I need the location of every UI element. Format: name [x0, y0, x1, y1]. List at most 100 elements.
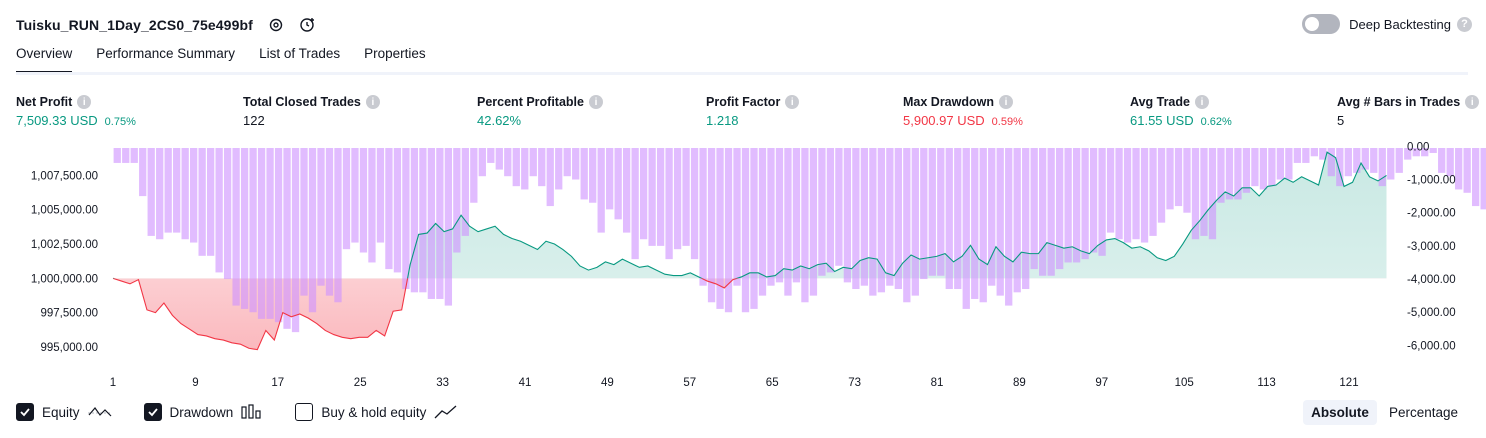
drawdown-bar [206, 148, 215, 256]
drawdown-checkbox[interactable] [143, 403, 162, 421]
equity-checkbox[interactable] [16, 403, 34, 421]
equity-area-positive [407, 152, 1387, 279]
drawdown-bar [631, 148, 639, 260]
drawdown-bar [130, 148, 138, 163]
drawdown-bar [1344, 148, 1352, 177]
drawdown-bar [877, 148, 886, 293]
stat-label: Total Closed Trades [243, 95, 361, 109]
drawdown-bar [597, 148, 605, 233]
legend-drawdown[interactable]: Drawdown [143, 403, 264, 421]
drawdown-bar [1395, 148, 1403, 173]
drawdown-bar [1081, 148, 1089, 260]
drawdown-bar [962, 148, 970, 309]
drawdown-bar [937, 148, 945, 276]
add-alert-clock-icon[interactable] [299, 16, 317, 34]
info-icon[interactable]: i [77, 95, 92, 109]
stat-value: 5 [1337, 113, 1345, 128]
drawdown-bar [444, 148, 453, 306]
drawdown-bar [223, 148, 232, 280]
info-icon[interactable]: i [999, 95, 1013, 109]
info-icon[interactable]: i [588, 95, 603, 109]
drawdown-bar [580, 148, 588, 200]
drawdown-bar [1089, 148, 1098, 253]
right-axis-tick-label: 0.00 [1407, 141, 1429, 153]
drawdown-bar [589, 148, 597, 203]
drawdown-bar [835, 148, 843, 266]
equity-line-icon [87, 404, 112, 420]
info-icon[interactable]: i [1465, 95, 1480, 109]
drawdown-bar [190, 148, 198, 243]
stat-value: 42.62% [477, 113, 522, 128]
drawdown-bar [809, 148, 818, 296]
right-axis-tick-label: -5,000.00 [1407, 307, 1456, 319]
stat-label: Net Profit [16, 95, 73, 109]
drawdown-bar [521, 148, 529, 190]
drawdown-bar [487, 148, 495, 163]
drawdown-bar [920, 148, 928, 280]
x-axis-tick-label: 49 [601, 377, 614, 389]
drawdown-bar [181, 148, 189, 240]
drawdown-bar [1276, 148, 1285, 180]
drawdown-bar [741, 148, 750, 313]
equity-line-negative [112, 278, 739, 351]
drawdown-bar [911, 148, 919, 296]
drawdown-bar [690, 148, 699, 260]
drawdown-bar [402, 148, 410, 290]
info-icon[interactable]: i [785, 95, 800, 109]
drawdown-bar [928, 148, 936, 276]
tab-bar: Overview Performance Summary List of Tra… [16, 46, 450, 74]
drawdown-bar [1140, 148, 1149, 243]
x-axis-tick-label: 25 [354, 377, 367, 389]
value-mode-switch: Absolute Percentage [1299, 400, 1466, 425]
stat-label: Avg Trade [1130, 95, 1190, 109]
drawdown-bar [945, 148, 953, 290]
drawdown-bar [1242, 148, 1251, 193]
drawdown-bar [775, 148, 784, 283]
tab-overview[interactable]: Overview [16, 46, 73, 74]
drawdown-bar [1387, 148, 1395, 180]
drawdown-bar [147, 148, 155, 236]
stat-avg-bars: Avg # Bars in Trades i 5 [1337, 94, 1480, 129]
drawdown-bar [1183, 148, 1191, 213]
equity-drawdown-chart[interactable]: 995,000.00 997,500.00 1,000,000.00 1,002,50… [0, 140, 1486, 398]
help-question-icon[interactable]: ? [1457, 16, 1472, 32]
left-axis-tick-label: 997,500.00 [40, 308, 98, 320]
drawdown-bar [1446, 148, 1454, 177]
drawdown-bar [1472, 148, 1480, 207]
stat-max-drawdown: Max Drawdown i 5,900.97 USD 0.59% [903, 94, 1023, 129]
legend-equity[interactable]: Equity [16, 403, 112, 421]
tab-list-of-trades[interactable]: List of Trades [259, 46, 341, 61]
drawdown-bar [639, 148, 648, 240]
drawdown-bar [716, 148, 724, 309]
drawdown-bar [1157, 148, 1166, 223]
x-axis-tick-label: 81 [931, 377, 944, 389]
tab-performance-summary[interactable]: Performance Summary [96, 46, 236, 61]
drawdown-bar [495, 148, 503, 170]
legend-buy-hold[interactable]: Buy & hold equity [295, 403, 458, 421]
absolute-button[interactable]: Absolute [1303, 400, 1377, 425]
buy-hold-checkbox[interactable] [295, 403, 314, 421]
drawdown-bar [988, 148, 996, 286]
settings-gear-icon[interactable] [267, 16, 285, 34]
drawdown-bar [1064, 148, 1072, 263]
stat-percent: 0.75% [104, 116, 136, 128]
check-icon [20, 408, 30, 417]
buy-hold-line-icon [434, 404, 458, 420]
drawdown-bar [1191, 148, 1200, 240]
info-icon[interactable]: i [365, 95, 380, 109]
drawdown-bar [291, 148, 300, 333]
info-icon[interactable]: i [1194, 95, 1209, 109]
percentage-button[interactable]: Percentage [1388, 405, 1458, 420]
deep-backtesting-toggle[interactable] [1302, 14, 1341, 34]
drawdown-bar [572, 148, 580, 180]
x-axis-tick-label: 105 [1175, 377, 1194, 389]
drawdown-bar [351, 148, 359, 243]
drawdown-bar [113, 148, 121, 163]
drawdown-bar [1234, 148, 1242, 200]
check-icon [147, 408, 158, 417]
tab-properties[interactable]: Properties [364, 46, 426, 61]
drawdown-bar [325, 148, 334, 296]
drawdown-bar [334, 148, 342, 303]
equity-line-positive [113, 151, 1387, 279]
drawdown-bar [1132, 148, 1140, 240]
